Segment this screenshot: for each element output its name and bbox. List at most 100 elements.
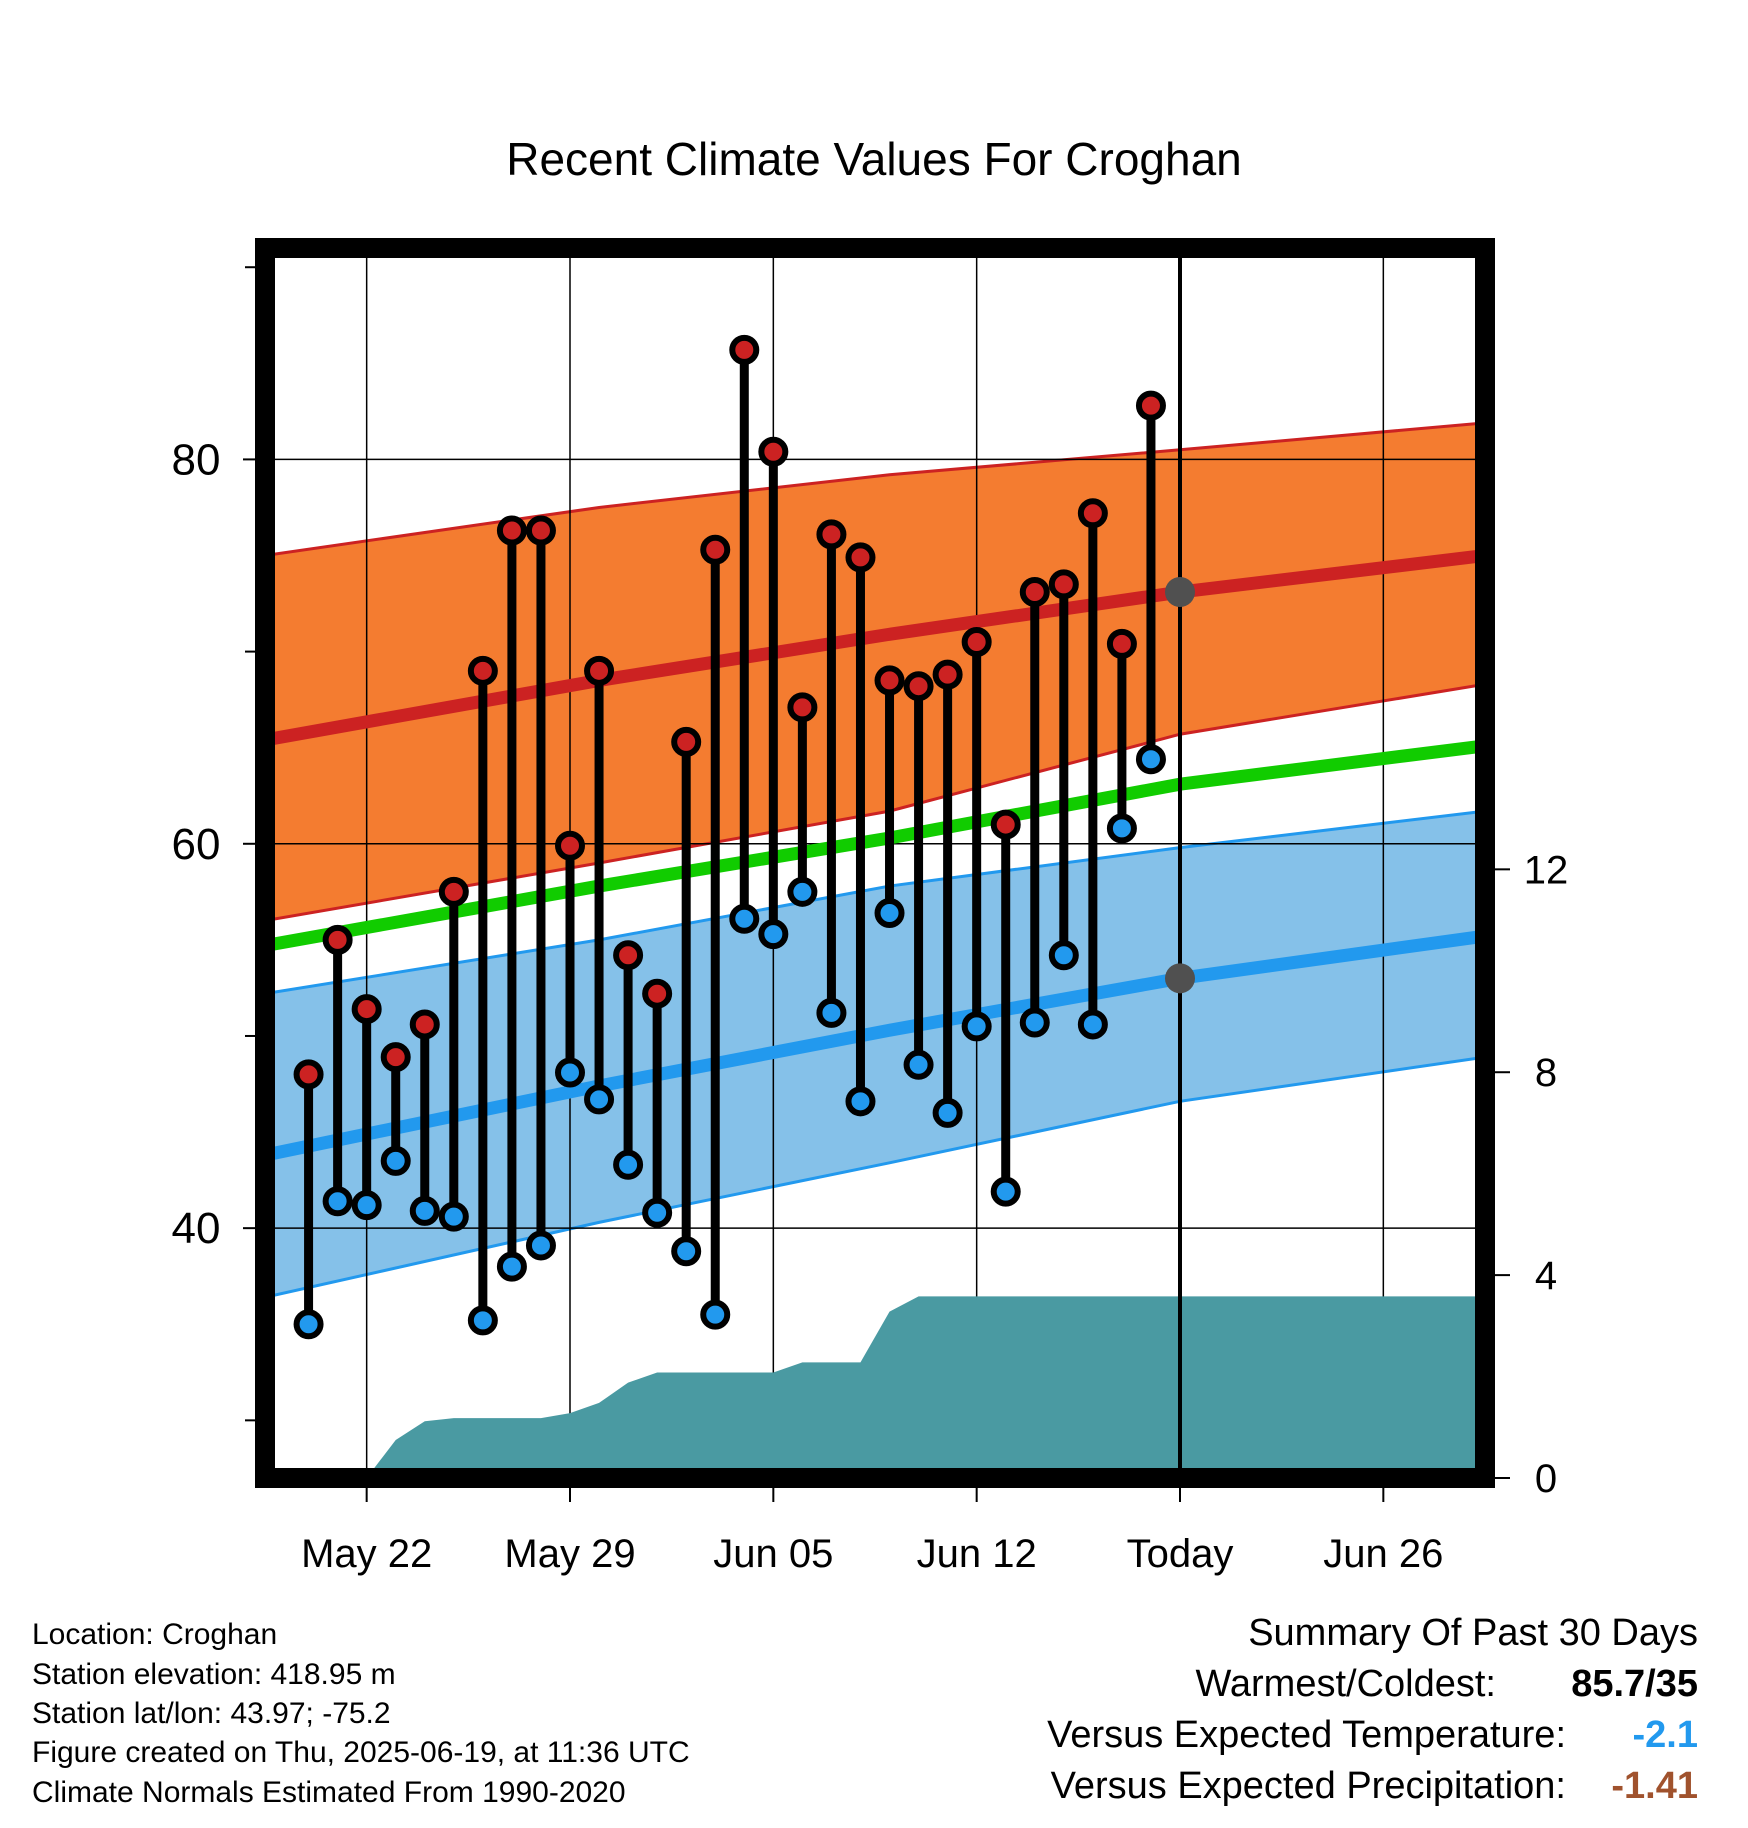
y2-tick-label-1: 4 xyxy=(1535,1254,1557,1298)
summary-temp-value: -2.1 xyxy=(1632,1714,1698,1756)
today-high-avg-dot xyxy=(1165,577,1195,608)
low-point xyxy=(990,1176,1021,1207)
annotations xyxy=(1165,577,1195,994)
low-band-lower-edge xyxy=(265,1055,1485,1299)
info-normals: Climate Normals Estimated From 1990-2020 xyxy=(32,1776,626,1809)
high-point xyxy=(293,1059,324,1090)
low-point xyxy=(1048,940,1079,971)
chart-title: Recent Climate Values For Croghan xyxy=(506,133,1241,185)
low-point xyxy=(555,1057,585,1088)
high-point xyxy=(729,334,760,365)
low-point xyxy=(467,1305,498,1336)
high-point xyxy=(990,809,1021,840)
low-point xyxy=(642,1197,673,1228)
low-point xyxy=(874,897,905,928)
daily-stems xyxy=(293,334,1166,1340)
high-point xyxy=(1077,498,1108,529)
low-point xyxy=(525,1230,556,1261)
low-point xyxy=(1019,1007,1050,1038)
y-tick-label-2: 80 xyxy=(172,435,221,484)
high-point xyxy=(584,655,615,686)
high-point xyxy=(467,655,498,686)
high-point xyxy=(438,876,469,907)
high-point xyxy=(671,726,702,757)
high-point xyxy=(700,534,731,565)
plot-border xyxy=(255,238,1495,1488)
high-point xyxy=(642,978,673,1009)
high-point xyxy=(758,436,789,467)
low-point xyxy=(845,1086,876,1117)
high-point xyxy=(351,994,382,1025)
summary-warm-cold-label: Warmest/Coldest: xyxy=(1195,1663,1496,1705)
plot-frame xyxy=(255,238,1495,1488)
low-point xyxy=(787,876,818,907)
high-point xyxy=(903,671,934,702)
high-point xyxy=(613,940,644,971)
high-point xyxy=(496,515,527,546)
low-point xyxy=(351,1190,382,1221)
high-point xyxy=(932,659,963,690)
low-point xyxy=(1135,744,1166,775)
axes: 40 60 80 0 4 8 12 May 22 May 29 Jun 05 Jun 12 Today… xyxy=(172,266,1569,1576)
today-low-avg-dot xyxy=(1165,963,1195,994)
summary-heading: Summary Of Past 30 Days xyxy=(1248,1612,1698,1654)
low-point xyxy=(380,1145,411,1176)
low-point xyxy=(584,1084,615,1115)
low-point xyxy=(293,1309,324,1340)
low-point xyxy=(816,997,847,1028)
precip-fill xyxy=(366,1296,1485,1478)
high-band-upper-edge xyxy=(265,421,1485,557)
low-point xyxy=(438,1201,469,1232)
low-point xyxy=(671,1236,702,1267)
x-tick-label-3: Jun 12 xyxy=(917,1532,1037,1576)
x-tick-label-4: Today xyxy=(1127,1532,1234,1576)
high-point xyxy=(845,542,876,573)
y-tick-label-0: 40 xyxy=(172,1204,221,1253)
y2-tick-label-0: 0 xyxy=(1535,1457,1557,1501)
low-point xyxy=(932,1097,963,1128)
high-point xyxy=(322,924,353,955)
high-point xyxy=(874,665,905,696)
high-point xyxy=(787,692,818,723)
low-point xyxy=(496,1251,527,1282)
high-point xyxy=(409,1009,440,1040)
high-point xyxy=(525,515,556,546)
low-point xyxy=(961,1011,992,1042)
low-point xyxy=(1106,813,1137,844)
high-point xyxy=(1135,390,1166,421)
high-point xyxy=(555,830,585,861)
info-created: Figure created on Thu, 2025-06-19, at 11… xyxy=(32,1736,690,1769)
x-tick-label-0: May 22 xyxy=(301,1532,432,1576)
y2-tick-label-3: 12 xyxy=(1524,848,1569,892)
normal-high-line xyxy=(265,549,1485,747)
summary-temp-label: Versus Expected Temperature: xyxy=(1047,1714,1566,1756)
high-point xyxy=(961,626,992,657)
high-point xyxy=(380,1042,411,1073)
x-tick-label-2: Jun 05 xyxy=(713,1532,833,1576)
y2-tick-label-2: 8 xyxy=(1535,1051,1557,1095)
info-latlon: Station lat/lon: 43.97; -75.2 xyxy=(32,1697,391,1730)
low-point xyxy=(322,1186,353,1217)
y-tick-label-1: 60 xyxy=(172,820,221,869)
low-point xyxy=(729,903,760,934)
low-point xyxy=(409,1195,440,1226)
high-point xyxy=(1048,569,1079,600)
low-point xyxy=(903,1049,934,1080)
info-elevation: Station elevation: 418.95 m xyxy=(32,1658,396,1691)
normal-low-line xyxy=(265,929,1485,1162)
info-location: Location: Croghan xyxy=(32,1618,278,1651)
summary-precip-value: -1.41 xyxy=(1611,1765,1698,1807)
x-tick-label-5: Jun 26 xyxy=(1323,1532,1443,1576)
high-point xyxy=(1106,628,1137,659)
x-tick-label-1: May 29 xyxy=(504,1532,635,1576)
low-point xyxy=(1077,1009,1108,1040)
low-point xyxy=(700,1299,731,1330)
high-point xyxy=(816,519,847,550)
high-point xyxy=(1019,577,1050,608)
low-point xyxy=(758,919,789,950)
precip-area xyxy=(366,1296,1485,1478)
low-point xyxy=(613,1149,644,1180)
summary-precip-label: Versus Expected Precipitation: xyxy=(1050,1765,1566,1807)
summary-warm-cold-value: 85.7/35 xyxy=(1571,1663,1698,1705)
